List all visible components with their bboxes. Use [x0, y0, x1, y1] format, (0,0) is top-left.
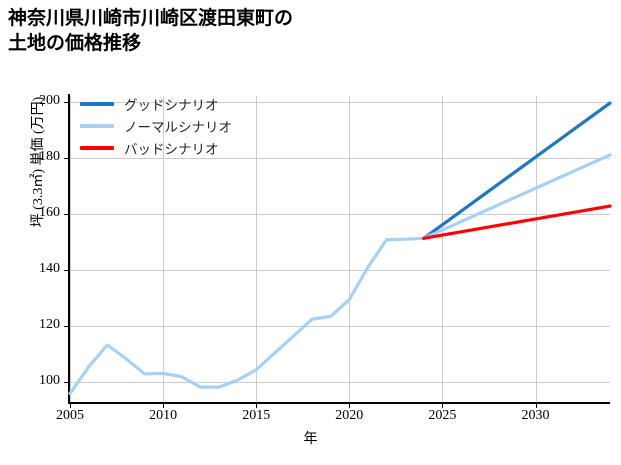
x-tick-label: 2010	[149, 408, 178, 423]
y-tick-label: 140	[39, 261, 60, 277]
x-tick-label: 2015	[242, 408, 271, 423]
y-tick-mark	[64, 270, 68, 272]
gridline-vertical	[256, 96, 258, 402]
legend-label-normal: ノーマルシナリオ	[124, 120, 232, 135]
gridline-vertical	[535, 96, 537, 402]
x-tick-mark	[535, 404, 537, 408]
plot-background	[70, 96, 610, 402]
y-tick-mark	[64, 382, 68, 384]
x-tick-mark	[442, 404, 444, 408]
legend-swatch-normal	[80, 124, 114, 128]
x-tick-mark	[70, 404, 71, 408]
y-tick-label: 100	[39, 373, 60, 389]
x-tick-mark	[349, 404, 351, 408]
y-axis-spine	[68, 94, 70, 404]
gridline-horizontal	[70, 213, 610, 215]
x-tick-label: 2025	[428, 408, 457, 423]
x-axis-spine	[68, 402, 610, 404]
legend-swatch-bad	[80, 146, 114, 150]
legend-item-normal: ノーマルシナリオ	[80, 115, 280, 137]
legend-item-good: グッドシナリオ	[80, 93, 280, 115]
y-tick-label: 200	[39, 92, 60, 108]
x-tick-mark	[256, 404, 258, 408]
legend-label-good: グッドシナリオ	[124, 98, 219, 113]
legend-swatch-good	[80, 102, 114, 106]
y-axis-label: 坪 (3.3㎡) 単価 (万円)	[31, 96, 46, 228]
page-title: 神奈川県川崎市川崎区渡田東町の 土地の価格推移	[8, 8, 294, 55]
y-tick-mark	[64, 326, 68, 328]
x-tick-label: 2005	[56, 408, 84, 423]
gridline-horizontal	[70, 270, 610, 272]
series-line-good	[422, 101, 612, 240]
gridline-horizontal	[70, 157, 610, 159]
series-line-history	[68, 236, 426, 396]
series-line-bad	[422, 204, 612, 240]
gridline-horizontal	[70, 382, 610, 384]
y-tick-label: 160	[39, 204, 60, 220]
gridline-vertical	[349, 96, 351, 402]
gridline-horizontal	[70, 101, 610, 103]
plot-area	[68, 96, 612, 402]
legend-label-bad: バッドシナリオ	[124, 142, 219, 157]
y-tick-mark	[64, 157, 68, 159]
y-tick-mark	[64, 213, 68, 215]
x-tick-label: 2030	[521, 408, 550, 423]
x-tick-label: 2020	[335, 408, 364, 423]
gridline-horizontal	[70, 326, 610, 328]
y-tick-label: 120	[39, 317, 60, 333]
chart-legend: グッドシナリオ ノーマルシナリオ バッドシナリオ	[80, 93, 280, 159]
series-line-normal	[422, 153, 612, 240]
series-lines	[68, 101, 612, 396]
gridline-vertical	[70, 96, 71, 402]
x-axis-label: 年	[303, 432, 318, 447]
gridline-vertical	[163, 96, 165, 402]
y-tick-label: 180	[39, 148, 60, 164]
y-tick-mark	[64, 101, 68, 103]
gridline-vertical	[442, 96, 444, 402]
x-tick-mark	[163, 404, 165, 408]
legend-item-bad: バッドシナリオ	[80, 137, 280, 159]
